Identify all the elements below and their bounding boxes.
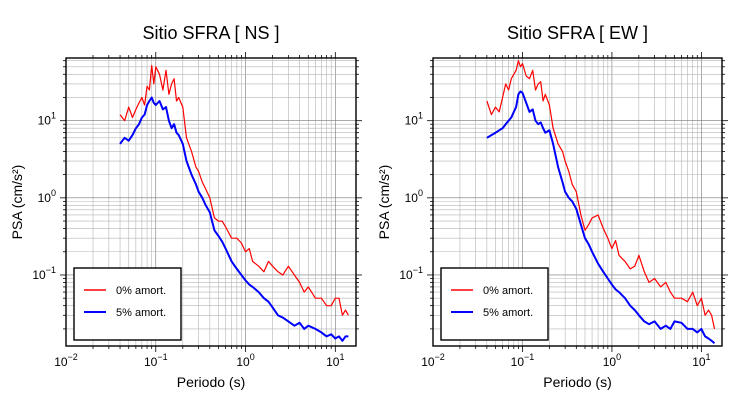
y-tick-label: 101: [405, 111, 423, 128]
legend-box: [73, 267, 182, 341]
series-line-2: [119, 96, 349, 342]
legend-entry: 5% amort.: [483, 307, 533, 319]
x-tick-label: 100: [236, 352, 254, 369]
x-axis-label: Periodo (s): [543, 374, 611, 390]
x-tick-label: 10−2: [421, 352, 445, 369]
y-tick-label: 10−1: [32, 265, 56, 282]
series-line-1: [486, 60, 716, 330]
chart-title: Sitio SFRA [ NS ]: [142, 23, 279, 43]
y-tick-label: 10−1: [399, 265, 423, 282]
legend: 0% amort. 5% amort.: [73, 267, 182, 341]
plot-frame: [65, 57, 357, 347]
legend-box: [440, 267, 549, 341]
x-tick-label: 101: [692, 352, 710, 369]
series-line-1: [119, 64, 349, 316]
legend: 0% amort. 5% amort.: [440, 267, 549, 341]
y-tick-label: 100: [38, 188, 56, 205]
chart-title: Sitio SFRA [ EW ]: [507, 23, 648, 43]
x-tick-label: 10−2: [54, 352, 78, 369]
x-axis-label: Periodo (s): [177, 374, 245, 390]
y-tick-label: 100: [405, 188, 423, 205]
y-tick-label: 101: [38, 111, 56, 128]
y-axis-label: PSA (cm/s²): [376, 165, 392, 240]
y-axis-label: PSA (cm/s²): [9, 165, 25, 240]
x-tick-label: 101: [326, 352, 344, 369]
x-tick-label: 10−1: [144, 352, 168, 369]
chart-panel-1: 10−2 10−1 100 101 10−1 100 101 Sitio SFRA [ NS …: [9, 23, 362, 390]
x-tick-label: 10−1: [511, 352, 535, 369]
x-tick-label: 100: [603, 352, 621, 369]
chart-panel-2: 10−2 10−1 100 101 10−1 100 101 Sitio SFRA [ EW …: [376, 23, 728, 390]
plot-frame: [432, 57, 723, 347]
series-line-2: [486, 90, 716, 345]
legend-entry: 5% amort.: [116, 307, 166, 319]
legend-entry: 0% amort.: [483, 285, 533, 297]
legend-entry: 0% amort.: [116, 285, 166, 297]
